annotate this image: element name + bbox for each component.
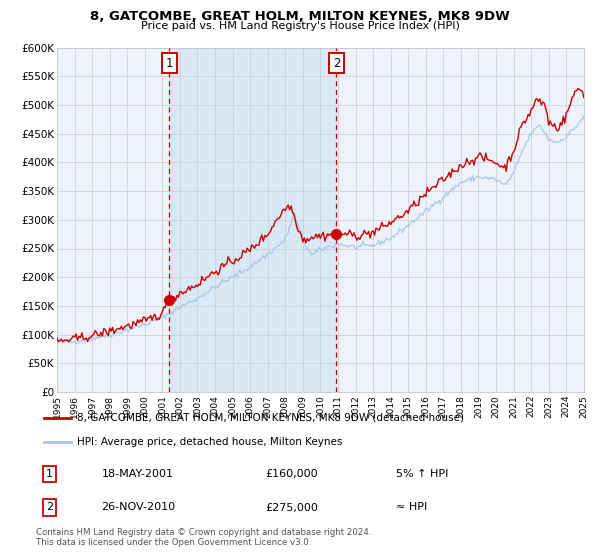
Text: 2: 2 — [46, 502, 53, 512]
Text: Contains HM Land Registry data © Crown copyright and database right 2024.
This d: Contains HM Land Registry data © Crown c… — [36, 528, 371, 547]
Text: 1: 1 — [165, 57, 173, 69]
Text: £275,000: £275,000 — [265, 502, 318, 512]
Text: Price paid vs. HM Land Registry's House Price Index (HPI): Price paid vs. HM Land Registry's House … — [140, 21, 460, 31]
Text: 18-MAY-2001: 18-MAY-2001 — [101, 469, 173, 479]
Text: 1: 1 — [46, 469, 53, 479]
Text: 2: 2 — [332, 57, 340, 69]
Text: HPI: Average price, detached house, Milton Keynes: HPI: Average price, detached house, Milt… — [77, 437, 343, 447]
Text: £160,000: £160,000 — [265, 469, 318, 479]
Bar — [169, 48, 337, 392]
Text: 5% ↑ HPI: 5% ↑ HPI — [397, 469, 449, 479]
Text: 8, GATCOMBE, GREAT HOLM, MILTON KEYNES, MK8 9DW (detached house): 8, GATCOMBE, GREAT HOLM, MILTON KEYNES, … — [77, 413, 464, 423]
Text: ≈ HPI: ≈ HPI — [397, 502, 428, 512]
Text: 26-NOV-2010: 26-NOV-2010 — [101, 502, 176, 512]
Text: 8, GATCOMBE, GREAT HOLM, MILTON KEYNES, MK8 9DW: 8, GATCOMBE, GREAT HOLM, MILTON KEYNES, … — [90, 10, 510, 22]
